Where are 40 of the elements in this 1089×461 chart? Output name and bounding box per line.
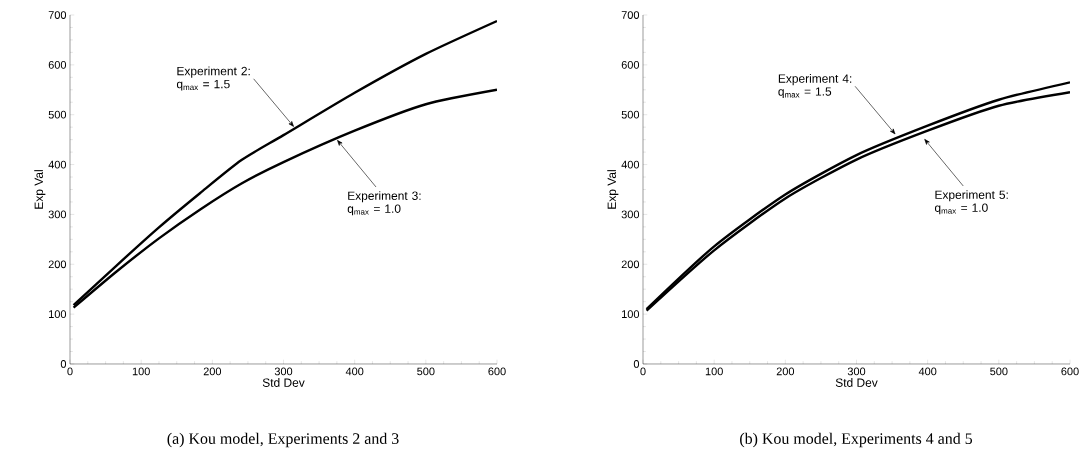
y-axis-title: Exp Val [607, 170, 619, 209]
x-tick-label: 600 [488, 367, 506, 376]
y-tick-label: 700 [48, 11, 67, 19]
x-axis-title: Std Dev [262, 378, 305, 387]
x-tick-label: 100 [705, 367, 723, 376]
x-tick-label: 100 [132, 367, 150, 376]
y-tick-label: 200 [621, 260, 640, 269]
y-tick-label: 100 [49, 310, 67, 319]
text: (a) Kou model, Experiments 2 and 3 [167, 432, 399, 448]
annotation: Experiment 2: q$_{max}$ = 1.5 [176, 66, 250, 91]
annotation: Experiment 5: q$_{max}$ = 1.0 [934, 190, 1008, 215]
text: (b) Kou model, Experiments 4 and 5 [740, 432, 973, 448]
y-tick-label: 300 [621, 210, 640, 219]
y-tick-label: 500 [621, 110, 640, 119]
y-tick-label: 0 [60, 360, 67, 368]
y-tick-label: 400 [621, 160, 640, 169]
y-tick-label: 400 [48, 160, 67, 169]
x-axis-title: Std Dev [835, 378, 878, 387]
annotation: Experiment 4: q$_{max}$ = 1.5 [778, 74, 852, 99]
x-tick-label: 200 [776, 367, 795, 376]
y-axis-title: Exp Val [34, 170, 46, 209]
x-tick-label: 0 [67, 367, 73, 376]
y-tick-label: 600 [621, 60, 640, 69]
x-tick-label: 400 [918, 367, 937, 376]
x-tick-label: 300 [274, 367, 293, 376]
y-tick-label: 300 [48, 210, 67, 219]
x-tick-label: 0 [640, 367, 646, 376]
x-tick-label: 500 [417, 367, 435, 376]
y-tick-label: 600 [48, 60, 67, 69]
y-tick-label: 100 [622, 310, 640, 319]
y-tick-label: 0 [633, 360, 640, 368]
x-tick-label: 200 [203, 367, 222, 376]
x-tick-label: 500 [990, 367, 1008, 376]
y-tick-label: 200 [48, 260, 67, 269]
x-tick-label: 600 [1061, 367, 1079, 376]
y-tick-label: 700 [621, 11, 640, 19]
x-tick-label: 300 [847, 367, 866, 376]
x-tick-label: 400 [345, 367, 364, 376]
annotation: Experiment 3: q$_{max}$ = 1.0 [347, 191, 421, 216]
y-tick-label: 500 [48, 110, 67, 119]
